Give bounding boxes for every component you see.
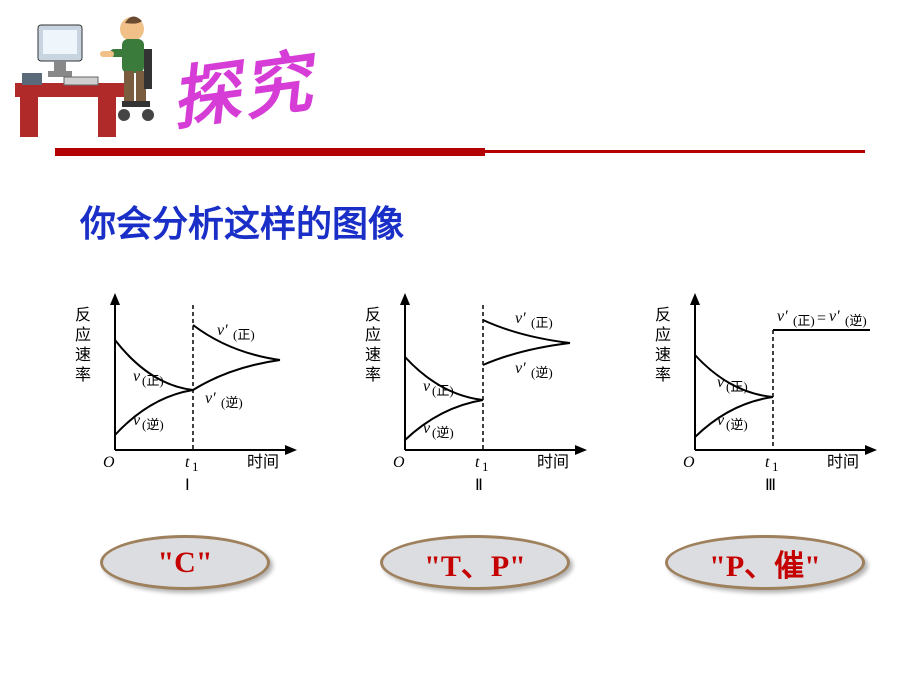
- svg-text:v′: v′: [515, 360, 526, 377]
- svg-text:1: 1: [192, 459, 199, 474]
- svg-text:O: O: [393, 454, 405, 471]
- svg-text:O: O: [103, 454, 115, 471]
- svg-text:v′: v′: [777, 308, 788, 325]
- svg-text:(正): (正): [726, 379, 748, 394]
- svg-text:速: 速: [655, 346, 671, 364]
- divider: [55, 148, 865, 156]
- svg-text:(逆): (逆): [432, 425, 454, 440]
- subtitle: 你会分析这样的图像: [80, 195, 404, 247]
- title-word: 探究: [164, 25, 320, 143]
- svg-text:时间: 时间: [537, 453, 569, 471]
- svg-text:反: 反: [365, 306, 381, 324]
- divider-thin: [485, 150, 865, 153]
- svg-text:应: 应: [365, 325, 381, 344]
- svg-text:率: 率: [655, 366, 671, 384]
- svg-text:(正): (正): [233, 327, 255, 342]
- svg-text:v: v: [423, 378, 431, 395]
- svg-text:速: 速: [365, 346, 381, 364]
- svg-text:(逆): (逆): [726, 417, 748, 432]
- chart-2-svg: 反 应 速 率 v(正) v(逆) v′(正) v′(逆) O t1 时间 Ⅱ: [355, 285, 595, 505]
- svg-text:Ⅱ: Ⅱ: [475, 477, 483, 494]
- badge-2-text: "T、P": [380, 535, 570, 590]
- svg-text:Ⅰ: Ⅰ: [185, 477, 190, 494]
- svg-text:v: v: [717, 374, 725, 391]
- svg-text:(正): (正): [793, 313, 815, 328]
- svg-text:率: 率: [365, 366, 381, 384]
- badge-3: "P、催": [665, 535, 865, 590]
- chart-3: 反 应 速 率 v(正) v(逆) v′(正) = v′(逆) O t1 时间 …: [645, 285, 885, 590]
- svg-text:v′: v′: [515, 310, 526, 327]
- chart-2: 反 应 速 率 v(正) v(逆) v′(正) v′(逆) O t1 时间 Ⅱ …: [355, 285, 595, 590]
- svg-text:时间: 时间: [827, 453, 859, 471]
- svg-text:v′: v′: [829, 308, 840, 325]
- svg-text:=: =: [817, 310, 826, 327]
- svg-text:Ⅲ: Ⅲ: [765, 477, 776, 494]
- svg-text:O: O: [683, 454, 695, 471]
- svg-text:v′: v′: [217, 322, 228, 339]
- svg-text:v: v: [133, 368, 141, 385]
- header: 探究: [0, 0, 920, 145]
- svg-text:t: t: [765, 454, 770, 471]
- badge-1-text: "C": [100, 535, 270, 590]
- svg-text:率: 率: [75, 366, 91, 384]
- svg-text:(逆): (逆): [845, 313, 867, 328]
- svg-text:时间: 时间: [247, 453, 279, 471]
- svg-text:反: 反: [655, 306, 671, 324]
- svg-text:v: v: [133, 412, 141, 429]
- svg-text:v′: v′: [205, 390, 216, 407]
- badge-3-text: "P、催": [665, 535, 865, 590]
- svg-text:应: 应: [75, 325, 91, 344]
- svg-text:(正): (正): [531, 315, 553, 330]
- person-at-computer-clipart: [10, 5, 170, 140]
- svg-text:(逆): (逆): [142, 417, 164, 432]
- svg-text:(正): (正): [142, 373, 164, 388]
- svg-text:应: 应: [655, 325, 671, 344]
- svg-text:1: 1: [482, 459, 489, 474]
- svg-text:速: 速: [75, 346, 91, 364]
- badge-1: "C": [100, 535, 270, 590]
- chart-1: 反 应 速 率 v(正) v(逆) v′(正) v′(逆) O t1 时间 Ⅰ …: [65, 285, 305, 590]
- divider-thick: [55, 148, 485, 156]
- svg-text:反: 反: [75, 306, 91, 324]
- badge-2: "T、P": [380, 535, 570, 590]
- svg-text:(逆): (逆): [221, 395, 243, 410]
- svg-text:t: t: [475, 454, 480, 471]
- svg-text:t: t: [185, 454, 190, 471]
- svg-text:v: v: [717, 412, 725, 429]
- charts-row: 反 应 速 率 v(正) v(逆) v′(正) v′(逆) O t1 时间 Ⅰ …: [65, 285, 885, 590]
- svg-text:v: v: [423, 420, 431, 437]
- chart-1-svg: 反 应 速 率 v(正) v(逆) v′(正) v′(逆) O t1 时间 Ⅰ: [65, 285, 305, 505]
- svg-text:1: 1: [772, 459, 779, 474]
- chart-3-svg: 反 应 速 率 v(正) v(逆) v′(正) = v′(逆) O t1 时间 …: [645, 285, 885, 505]
- svg-text:(逆): (逆): [531, 365, 553, 380]
- svg-text:(正): (正): [432, 383, 454, 398]
